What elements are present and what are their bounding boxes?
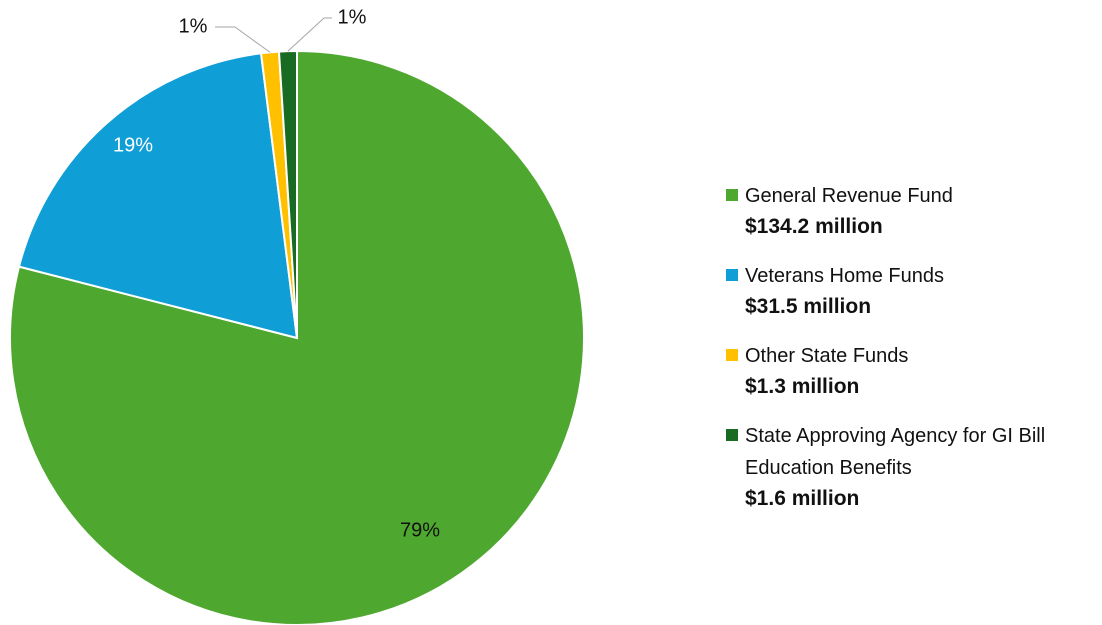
data-label: 1% (338, 6, 367, 28)
legend-amount: $31.5 million (745, 295, 872, 318)
legend-label: General Revenue Fund (745, 185, 953, 207)
legend-entry: State Approving Agency for GI Bill Educa… (722, 420, 1097, 514)
legend-amount: $134.2 million (745, 215, 883, 238)
leader-line (287, 17, 332, 52)
data-label: 79% (400, 519, 440, 541)
leader-line (215, 26, 271, 53)
legend-entry: Veterans Home Funds $31.5 million (722, 260, 1097, 322)
legend-label: State Approving Agency for GI Bill Educa… (745, 425, 1046, 479)
pie-slice (277, 49, 298, 339)
legend-swatch (726, 349, 738, 361)
legend-label: Other State Funds (745, 345, 909, 367)
legend-swatch (726, 269, 738, 281)
legend-swatch (726, 429, 738, 441)
data-label: 1% (179, 15, 208, 37)
legend: General Revenue Fund $134.2 million Vetera… (722, 180, 1097, 532)
legend-entry: General Revenue Fund $134.2 million (722, 180, 1097, 242)
legend-label: Veterans Home Funds (745, 265, 944, 287)
legend-amount: $1.6 million (745, 487, 860, 510)
legend-swatch (726, 189, 738, 201)
data-label: 19% (113, 134, 153, 156)
legend-amount: $1.3 million (745, 375, 860, 398)
pie-slice (17, 52, 299, 340)
legend-entry: Other State Funds $1.3 million (722, 340, 1097, 402)
